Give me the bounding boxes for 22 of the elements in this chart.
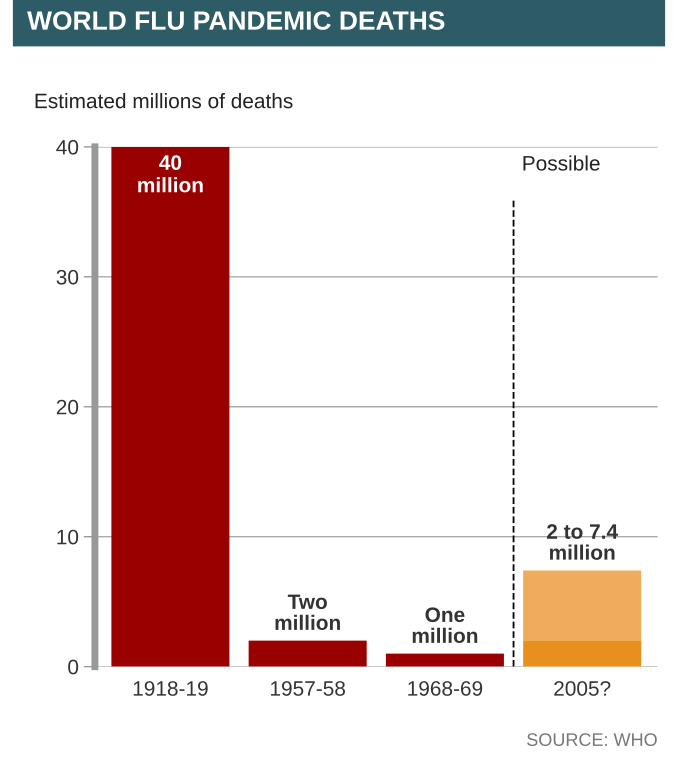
y-axis-title: Estimated millions of deaths <box>36 93 293 108</box>
x-tick-label: 1918-19 <box>134 681 208 696</box>
bar <box>111 146 230 667</box>
x-tick-label: 1957-58 <box>271 681 345 696</box>
bar <box>248 640 367 667</box>
chart-title: WORLD FLU PANDEMIC DEATHS <box>27 11 444 30</box>
y-tick-label: 0 <box>68 660 78 674</box>
bar <box>523 640 642 667</box>
x-tick-label: 1968-69 <box>408 681 482 696</box>
total-label: 2 to 7.4 million <box>547 524 618 560</box>
ref-line-label: Possible <box>523 155 600 171</box>
bar <box>523 570 642 641</box>
x-tick-label: 2005? <box>554 681 610 696</box>
data-label: Two million <box>275 594 340 630</box>
y-tick-label: 10 <box>57 530 78 544</box>
data-label: One million <box>412 607 478 644</box>
source-note: SOURCE: WHO <box>527 733 657 746</box>
data-label: 40 million <box>138 155 203 192</box>
y-tick-label: 20 <box>56 400 78 415</box>
bar <box>386 654 504 667</box>
y-tick-label: 30 <box>56 270 78 285</box>
y-tick-label: 40 <box>56 140 78 155</box>
